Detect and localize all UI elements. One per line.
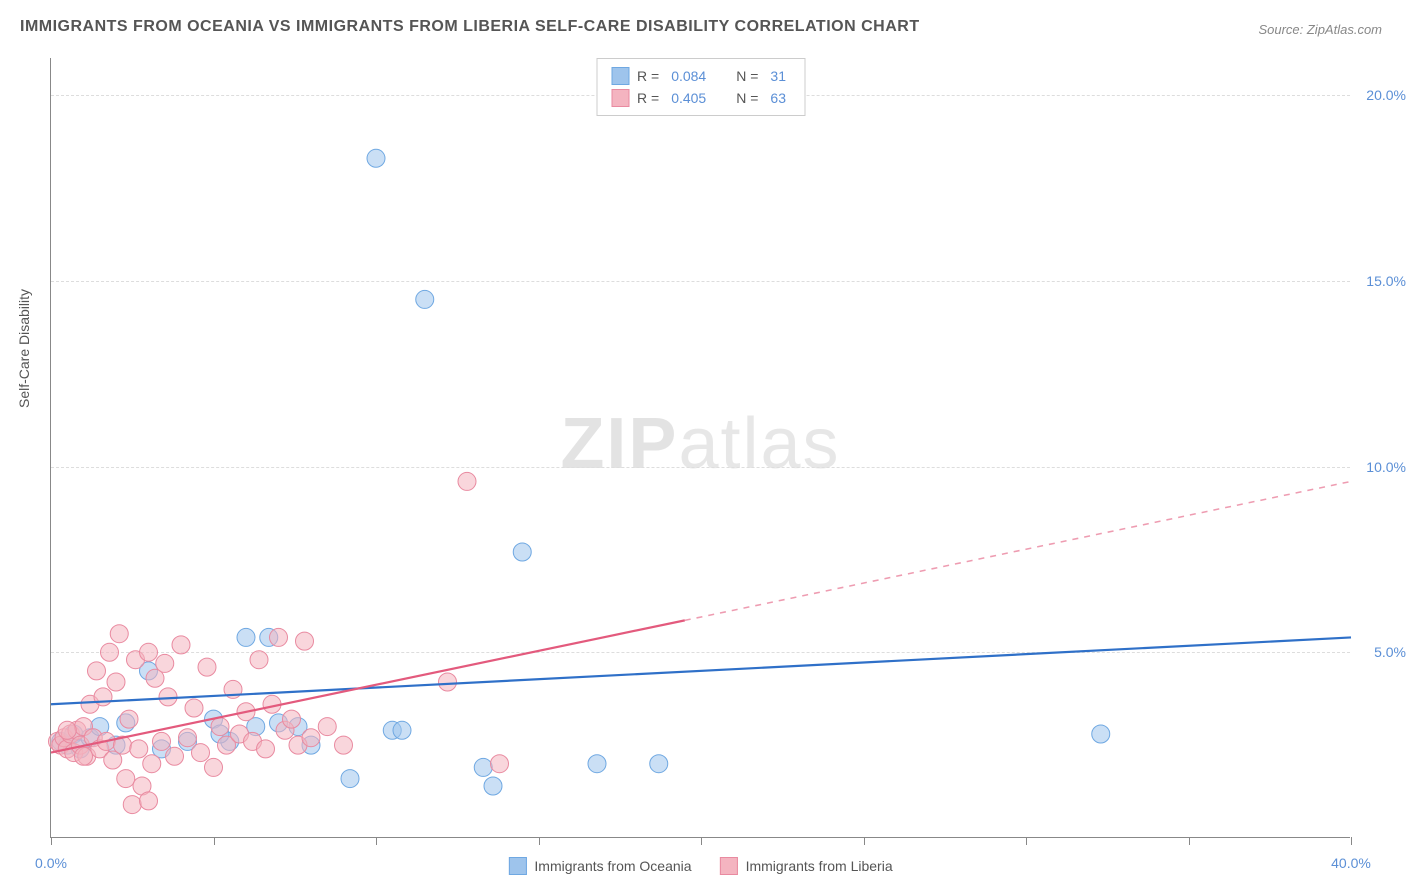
x-tick — [51, 837, 52, 845]
scatter-point-liberia — [302, 729, 320, 747]
legend-series-item: Immigrants from Liberia — [720, 857, 893, 875]
x-tick — [864, 837, 865, 845]
trend-line-extrapolated-liberia — [685, 481, 1351, 620]
legend-r-value: 0.405 — [671, 90, 706, 106]
scatter-point-liberia — [439, 673, 457, 691]
plot-area: ZIPatlas 5.0%10.0%15.0%20.0% 0.0%40.0% R… — [50, 58, 1350, 838]
legend-stats-row: R = 0.405 N = 63 — [611, 87, 790, 109]
x-tick — [539, 837, 540, 845]
x-tick — [376, 837, 377, 845]
scatter-point-oceania — [237, 628, 255, 646]
scatter-point-liberia — [140, 792, 158, 810]
scatter-point-liberia — [75, 747, 93, 765]
scatter-point-liberia — [205, 758, 223, 776]
scatter-point-liberia — [94, 688, 112, 706]
scatter-point-liberia — [130, 740, 148, 758]
scatter-point-liberia — [88, 662, 106, 680]
scatter-point-liberia — [270, 628, 288, 646]
y-tick-label: 5.0% — [1374, 644, 1406, 660]
scatter-point-liberia — [166, 747, 184, 765]
x-tick — [1189, 837, 1190, 845]
scatter-point-liberia — [318, 718, 336, 736]
legend-swatch — [611, 89, 629, 107]
trend-line-oceania — [51, 637, 1351, 704]
scatter-point-liberia — [185, 699, 203, 717]
legend-n-value: 63 — [770, 90, 786, 106]
x-tick-label: 0.0% — [35, 855, 67, 871]
scatter-point-liberia — [192, 744, 210, 762]
scatter-point-liberia — [491, 755, 509, 773]
scatter-point-oceania — [588, 755, 606, 773]
legend-n-label: N = — [736, 68, 758, 84]
x-tick — [214, 837, 215, 845]
scatter-point-liberia — [156, 654, 174, 672]
y-tick-label: 10.0% — [1366, 459, 1406, 475]
scatter-point-oceania — [341, 770, 359, 788]
legend-series-item: Immigrants from Oceania — [508, 857, 691, 875]
scatter-point-liberia — [172, 636, 190, 654]
scatter-point-liberia — [250, 651, 268, 669]
source-attribution: Source: ZipAtlas.com — [1258, 22, 1382, 37]
scatter-point-liberia — [101, 643, 119, 661]
legend-swatch — [611, 67, 629, 85]
trend-line-liberia — [51, 620, 685, 752]
legend-r-label: R = — [637, 68, 659, 84]
scatter-chart — [51, 58, 1350, 837]
scatter-point-oceania — [513, 543, 531, 561]
scatter-point-oceania — [650, 755, 668, 773]
x-tick — [1026, 837, 1027, 845]
scatter-point-liberia — [335, 736, 353, 754]
chart-title: IMMIGRANTS FROM OCEANIA VS IMMIGRANTS FR… — [20, 18, 920, 36]
scatter-point-oceania — [484, 777, 502, 795]
legend-series-label: Immigrants from Oceania — [534, 858, 691, 874]
legend-series-label: Immigrants from Liberia — [746, 858, 893, 874]
scatter-point-oceania — [416, 290, 434, 308]
scatter-point-liberia — [117, 770, 135, 788]
legend-r-label: R = — [637, 90, 659, 106]
scatter-point-liberia — [153, 732, 171, 750]
scatter-point-liberia — [123, 796, 141, 814]
legend-series: Immigrants from Oceania Immigrants from L… — [508, 857, 892, 875]
scatter-point-liberia — [296, 632, 314, 650]
x-tick-label: 40.0% — [1331, 855, 1371, 871]
scatter-point-liberia — [283, 710, 301, 728]
scatter-point-liberia — [179, 729, 197, 747]
scatter-point-liberia — [107, 673, 125, 691]
scatter-point-oceania — [474, 758, 492, 776]
scatter-point-oceania — [393, 721, 411, 739]
scatter-point-liberia — [143, 755, 161, 773]
legend-swatch — [508, 857, 526, 875]
scatter-point-liberia — [211, 718, 229, 736]
scatter-point-liberia — [110, 625, 128, 643]
legend-n-label: N = — [736, 90, 758, 106]
scatter-point-liberia — [58, 721, 76, 739]
scatter-point-oceania — [1092, 725, 1110, 743]
scatter-point-oceania — [367, 149, 385, 167]
y-tick-label: 20.0% — [1366, 87, 1406, 103]
legend-stats-row: R = 0.084 N = 31 — [611, 65, 790, 87]
legend-n-value: 31 — [770, 68, 786, 84]
scatter-point-liberia — [458, 472, 476, 490]
y-tick-label: 15.0% — [1366, 273, 1406, 289]
legend-stats: R = 0.084 N = 31 R = 0.405 N = 63 — [596, 58, 805, 116]
scatter-point-liberia — [140, 643, 158, 661]
x-tick — [1351, 837, 1352, 845]
scatter-point-liberia — [120, 710, 138, 728]
x-tick — [701, 837, 702, 845]
legend-swatch — [720, 857, 738, 875]
y-axis-label: Self-Care Disability — [16, 289, 32, 408]
scatter-point-liberia — [198, 658, 216, 676]
legend-r-value: 0.084 — [671, 68, 706, 84]
scatter-point-liberia — [257, 740, 275, 758]
